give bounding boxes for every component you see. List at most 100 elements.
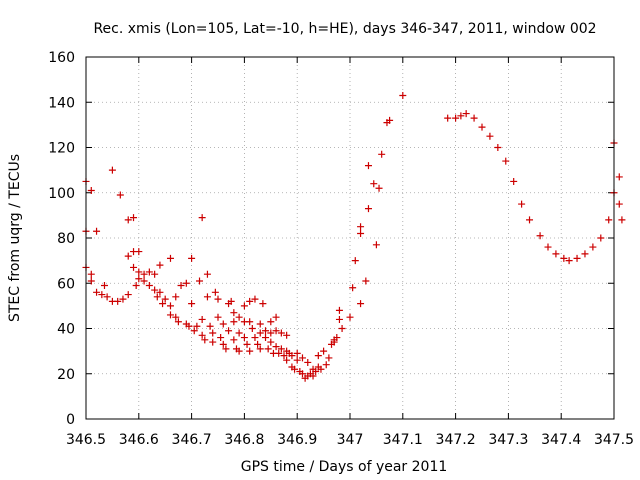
- data-points: [82, 91, 626, 382]
- data-point: [312, 367, 320, 375]
- data-point: [93, 227, 101, 235]
- y-tick-label: 80: [57, 231, 75, 247]
- data-point: [565, 257, 573, 265]
- y-tick-label: 0: [66, 412, 75, 428]
- data-point: [214, 313, 222, 321]
- data-point: [510, 177, 518, 185]
- data-point: [338, 325, 346, 332]
- data-point: [478, 123, 486, 131]
- data-point: [536, 232, 544, 240]
- data-point: [293, 349, 301, 357]
- x-axis-label: GPS time / Days of year 2011: [241, 459, 448, 475]
- x-tick-label: 347.2: [436, 432, 476, 448]
- chart-title: Rec. xmis (Lon=105, Lat=-10, h=HE), days…: [93, 21, 596, 37]
- data-point: [240, 334, 248, 342]
- data-point: [219, 340, 227, 348]
- data-point: [544, 243, 552, 251]
- data-point: [235, 347, 243, 355]
- y-tick-label: 120: [48, 141, 75, 157]
- data-point: [124, 291, 132, 299]
- x-tick-label: 347.1: [383, 432, 423, 448]
- data-point: [130, 263, 138, 271]
- data-point: [256, 329, 264, 337]
- data-point: [246, 297, 254, 305]
- data-point: [217, 334, 225, 342]
- data-point: [262, 334, 270, 342]
- data-point: [452, 114, 460, 122]
- data-point: [349, 284, 357, 292]
- data-point: [362, 277, 370, 285]
- data-point: [293, 356, 301, 364]
- data-point: [190, 327, 198, 335]
- data-point: [518, 200, 526, 208]
- data-point: [161, 295, 169, 303]
- data-point: [264, 345, 272, 353]
- data-point: [235, 329, 243, 337]
- x-tick-label: 346.8: [224, 432, 264, 448]
- data-point: [172, 313, 180, 321]
- data-point: [225, 327, 233, 335]
- x-tick-label: 347: [337, 432, 364, 448]
- data-point: [251, 295, 259, 303]
- data-point: [182, 279, 190, 287]
- data-point: [372, 241, 380, 249]
- data-point: [462, 110, 470, 118]
- data-point: [386, 116, 394, 124]
- data-point: [203, 270, 211, 278]
- data-point: [272, 343, 280, 351]
- data-point: [135, 275, 143, 283]
- data-point: [188, 254, 196, 262]
- x-tick-label: 347.5: [594, 432, 634, 448]
- data-point: [573, 254, 581, 262]
- data-point: [246, 347, 254, 355]
- data-point: [140, 277, 148, 285]
- data-point: [246, 318, 254, 326]
- y-tick-label: 60: [57, 276, 75, 292]
- data-point: [470, 114, 478, 122]
- data-point: [172, 293, 180, 301]
- x-tick-labels: 346.5 346.6 346.7 346.8 346.9 347 347.1 347.2 34…: [66, 432, 634, 448]
- data-point: [597, 234, 605, 242]
- data-point: [211, 288, 219, 296]
- y-tick-label: 140: [48, 95, 75, 111]
- data-point: [87, 270, 95, 278]
- data-point: [256, 320, 264, 328]
- data-point: [166, 302, 174, 310]
- data-point: [375, 184, 383, 192]
- data-point: [267, 318, 275, 326]
- data-point: [254, 340, 262, 348]
- data-point: [256, 345, 264, 353]
- data-point: [364, 162, 372, 170]
- data-point: [259, 300, 267, 308]
- data-point: [87, 277, 95, 285]
- data-point: [93, 288, 101, 296]
- data-point: [124, 216, 132, 224]
- data-point: [201, 336, 209, 344]
- data-point: [272, 327, 280, 335]
- data-point: [277, 345, 285, 353]
- data-point: [526, 216, 534, 224]
- data-point: [615, 200, 623, 208]
- data-point: [188, 300, 196, 308]
- data-point: [298, 354, 306, 362]
- x-tick-label: 346.7: [172, 432, 212, 448]
- data-point: [552, 250, 560, 258]
- data-point: [230, 318, 238, 326]
- data-point: [214, 295, 222, 303]
- data-point: [589, 243, 597, 251]
- data-point: [272, 313, 280, 321]
- data-point: [346, 313, 354, 321]
- data-point: [135, 248, 143, 256]
- data-point: [145, 268, 153, 276]
- data-point: [230, 336, 238, 344]
- y-tick-label: 20: [57, 367, 75, 383]
- data-point: [262, 327, 270, 335]
- x-tick-label: 346.5: [66, 432, 106, 448]
- data-point: [151, 286, 159, 294]
- data-point: [156, 288, 164, 296]
- data-point: [283, 356, 291, 364]
- data-point: [267, 338, 275, 346]
- data-point: [309, 372, 317, 380]
- data-point: [159, 300, 167, 308]
